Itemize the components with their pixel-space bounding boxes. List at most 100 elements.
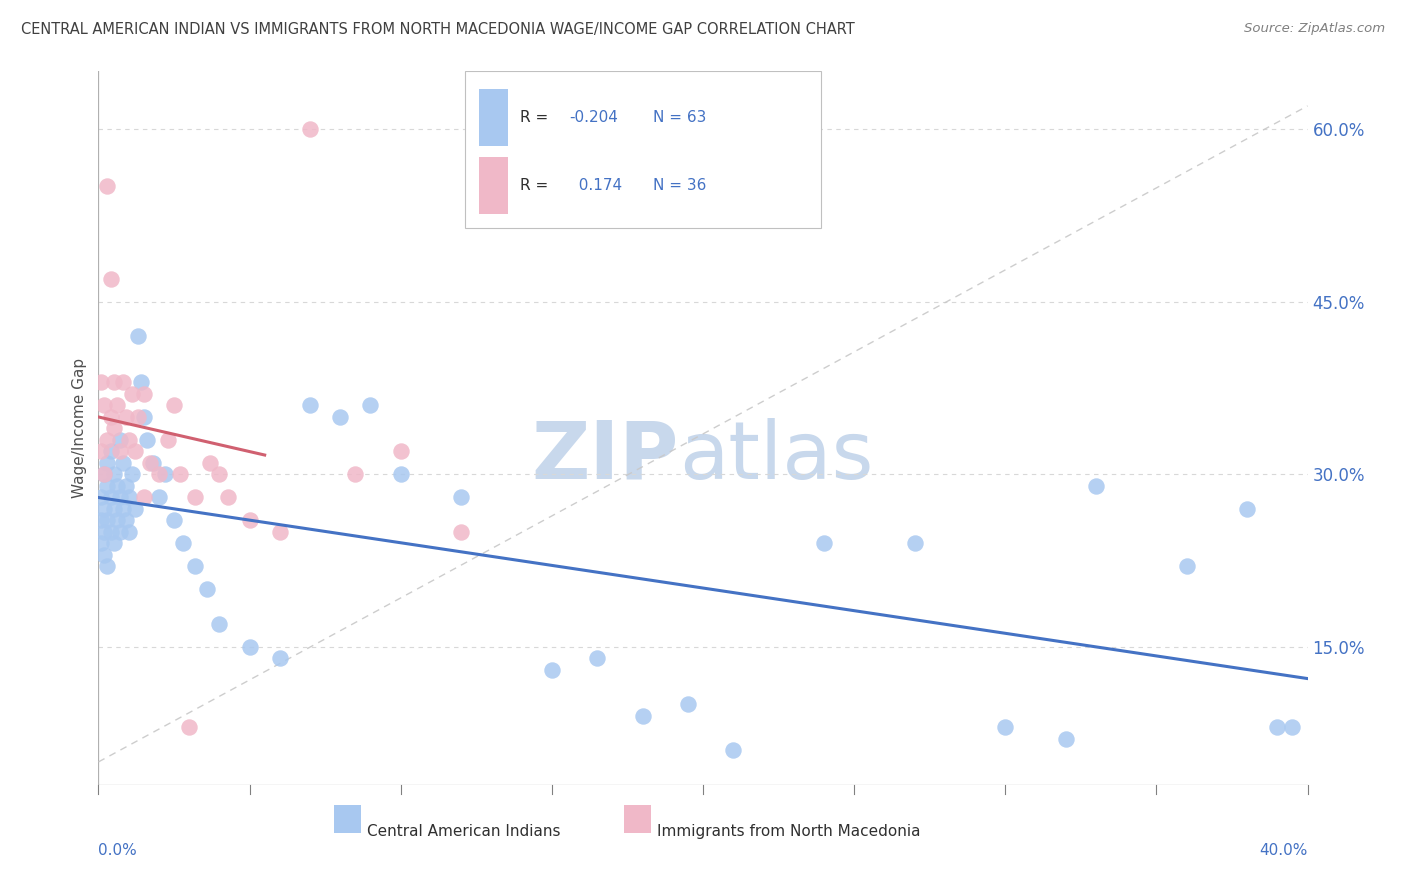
Point: [124, 444, 146, 458]
Point: [676, 698, 699, 712]
Point: [169, 467, 191, 482]
Point: [121, 467, 143, 482]
Text: 0.0%: 0.0%: [98, 843, 138, 857]
Point: [90, 513, 112, 527]
Point: [90, 536, 112, 550]
Point: [239, 513, 262, 527]
Point: [103, 536, 125, 550]
Point: [93, 524, 115, 539]
Point: [127, 409, 149, 424]
Point: [90, 444, 112, 458]
Point: [90, 490, 112, 504]
FancyBboxPatch shape: [465, 71, 821, 228]
Point: [105, 398, 128, 412]
Point: [299, 122, 322, 136]
Bar: [624, 805, 651, 833]
Point: [172, 536, 194, 550]
Point: [540, 663, 562, 677]
Point: [118, 524, 141, 539]
Point: [360, 398, 382, 412]
Point: [1054, 731, 1077, 746]
Point: [1281, 720, 1303, 734]
Point: [132, 490, 155, 504]
Point: [114, 479, 136, 493]
Point: [108, 433, 131, 447]
Bar: [479, 89, 509, 146]
Point: [586, 651, 609, 665]
Point: [100, 409, 122, 424]
Point: [184, 490, 207, 504]
Point: [179, 720, 201, 734]
Point: [153, 467, 176, 482]
Point: [195, 582, 218, 597]
Point: [96, 479, 118, 493]
Point: [217, 490, 239, 504]
Point: [111, 456, 134, 470]
Point: [1236, 501, 1258, 516]
Point: [299, 398, 322, 412]
Point: [96, 433, 118, 447]
Point: [100, 271, 122, 285]
Point: [111, 375, 134, 389]
Point: [1085, 479, 1108, 493]
Text: ZIP: ZIP: [531, 417, 679, 496]
Point: [103, 421, 125, 435]
Point: [813, 536, 835, 550]
Point: [1175, 559, 1198, 574]
Point: [108, 490, 131, 504]
Text: N = 36: N = 36: [654, 178, 707, 193]
Point: [90, 375, 112, 389]
Point: [118, 490, 141, 504]
Point: [142, 456, 165, 470]
Point: [114, 409, 136, 424]
Point: [96, 513, 118, 527]
Point: [108, 524, 131, 539]
Point: [389, 467, 412, 482]
Text: Source: ZipAtlas.com: Source: ZipAtlas.com: [1244, 22, 1385, 36]
Point: [96, 559, 118, 574]
Point: [631, 709, 654, 723]
Text: atlas: atlas: [679, 417, 873, 496]
Point: [1267, 720, 1289, 734]
Text: Central American Indians: Central American Indians: [367, 824, 561, 839]
Point: [118, 433, 141, 447]
Point: [239, 640, 262, 654]
Point: [450, 490, 472, 504]
Text: 0.174: 0.174: [569, 178, 621, 193]
Point: [200, 456, 222, 470]
Point: [111, 501, 134, 516]
Text: -0.204: -0.204: [569, 111, 617, 125]
Point: [121, 386, 143, 401]
Point: [96, 456, 118, 470]
Point: [994, 720, 1017, 734]
Point: [156, 433, 179, 447]
Point: [723, 743, 745, 757]
Point: [93, 467, 115, 482]
Point: [139, 456, 162, 470]
Text: N = 63: N = 63: [654, 111, 707, 125]
Bar: [335, 805, 361, 833]
Point: [93, 501, 115, 516]
Point: [344, 467, 367, 482]
Point: [389, 444, 412, 458]
Point: [93, 467, 115, 482]
Text: R =: R =: [520, 111, 554, 125]
Point: [105, 513, 128, 527]
Point: [93, 398, 115, 412]
Point: [127, 329, 149, 343]
Point: [208, 616, 231, 631]
Point: [269, 524, 291, 539]
Point: [103, 501, 125, 516]
Text: CENTRAL AMERICAN INDIAN VS IMMIGRANTS FROM NORTH MACEDONIA WAGE/INCOME GAP CORRE: CENTRAL AMERICAN INDIAN VS IMMIGRANTS FR…: [21, 22, 855, 37]
Point: [163, 513, 186, 527]
Point: [96, 179, 118, 194]
Point: [100, 524, 122, 539]
Text: R =: R =: [520, 178, 554, 193]
Point: [148, 467, 170, 482]
Point: [132, 386, 155, 401]
Point: [135, 433, 157, 447]
Point: [124, 501, 146, 516]
Point: [904, 536, 927, 550]
Text: 40.0%: 40.0%: [1260, 843, 1308, 857]
Point: [184, 559, 207, 574]
